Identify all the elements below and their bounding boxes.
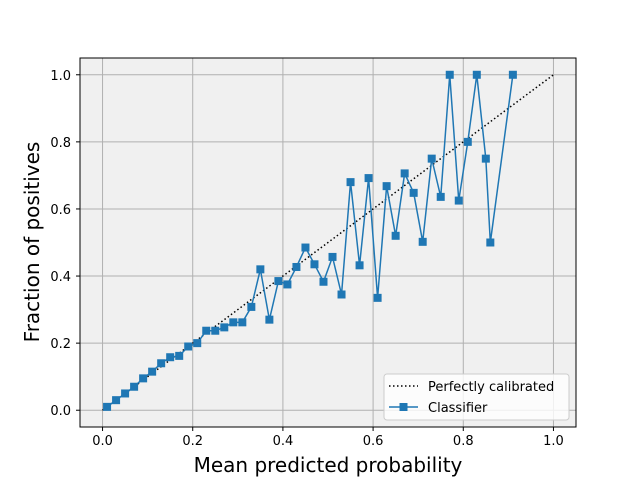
classifier-point [166,353,175,362]
legend: Perfectly calibrated Classifier [383,373,570,421]
classifier-point [148,367,157,376]
legend-label-classifier: Classifier [428,401,488,416]
classifier-point [391,231,400,240]
y-tick-label: 0.4 [50,270,71,285]
x-tick-label: 0.4 [273,434,294,449]
classifier-point [400,169,409,178]
legend-marker-classifier [399,403,408,411]
classifier-point [292,262,301,271]
classifier-point [409,188,418,197]
x-tick-label: 0.0 [92,434,113,449]
classifier-point [463,137,472,146]
classifier-point [193,339,202,348]
classifier-point [184,342,193,351]
y-tick-label: 0.8 [50,136,71,151]
classifier-point [301,243,310,252]
classifier-point [337,290,346,299]
y-tick-label: 0.0 [50,404,71,419]
classifier-point [310,260,319,269]
y-axis-title: Fraction of positives [20,142,44,343]
classifier-point [121,389,130,398]
classifier-point [157,359,166,368]
classifier-point [211,326,220,335]
perfectly-calibrated-line [102,74,554,411]
classifier-point [328,252,337,261]
classifier-point [229,318,238,327]
classifier-point [346,178,355,187]
classifier-point [283,280,292,289]
classifier-point [418,237,427,246]
y-tick-label: 0.2 [50,337,71,352]
x-tick-label: 0.6 [363,434,384,449]
classifier-point [382,182,391,191]
classifier-point [112,396,121,405]
classifier-point [364,174,373,183]
legend-box [383,373,570,421]
classifier-point [139,374,148,383]
classifier-point [436,192,445,201]
x-axis-title: Mean predicted probability [194,453,463,477]
series-layer [102,70,554,411]
x-tick-label: 0.8 [453,434,474,449]
y-tick-label: 0.6 [50,203,71,218]
classifier-point [454,196,463,205]
classifier-point [373,293,382,302]
tick-marks [76,74,554,431]
x-tick-label: 0.2 [182,434,203,449]
classifier-point [472,70,481,79]
classifier-point [265,315,274,324]
y-tick-label: 1.0 [50,69,71,84]
classifier-point [175,351,184,360]
classifier-point [130,382,139,391]
classifier-point [256,265,265,274]
classifier-point [319,277,328,286]
classifier-point [508,70,517,79]
classifier-point [202,326,211,335]
grid-lines [80,58,576,427]
classifier-point [445,70,454,79]
classifier-point [486,238,495,247]
legend-label-perfectly-calibrated: Perfectly calibrated [428,380,554,395]
classifier-point [274,277,283,286]
classifier-point [481,154,490,163]
classifier-point [247,302,256,311]
x-tick-labels: 0.0 0.2 0.4 0.6 0.8 1.0 [92,434,564,449]
classifier-point [238,318,247,327]
classifier-point [103,402,112,411]
x-tick-label: 1.0 [543,434,564,449]
classifier-point [355,261,364,270]
plot-frame [79,57,577,428]
y-tick-labels: 0.0 0.2 0.4 0.6 0.8 1.0 [50,69,71,419]
classifier-point [220,323,229,332]
classifier-point [427,154,436,163]
